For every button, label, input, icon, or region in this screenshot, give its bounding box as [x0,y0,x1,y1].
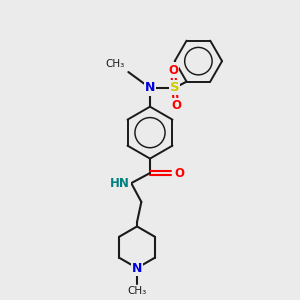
Text: N: N [132,262,142,275]
Text: O: O [168,64,178,76]
Text: CH₃: CH₃ [128,286,147,296]
Text: N: N [145,81,155,94]
Text: S: S [170,81,179,94]
Text: O: O [174,167,184,180]
Text: HN: HN [110,177,130,190]
Text: CH₃: CH₃ [106,58,125,69]
Text: O: O [171,99,181,112]
